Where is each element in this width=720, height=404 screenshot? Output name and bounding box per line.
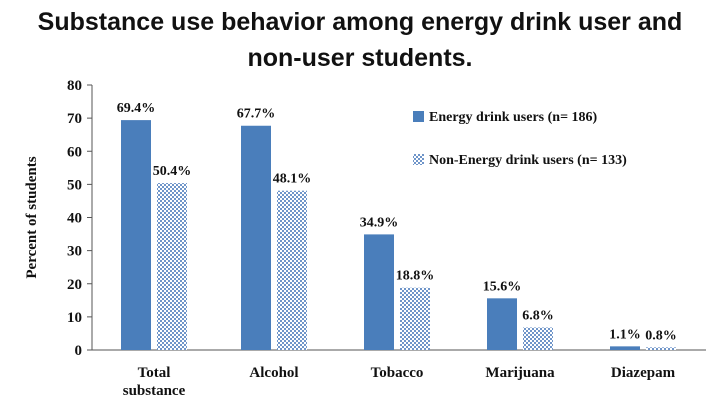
legend: Energy drink users (n= 186) Non-Energy dr… xyxy=(413,110,627,168)
data-label: 1.1% xyxy=(609,327,641,342)
bar-non-users xyxy=(157,183,187,350)
chart-title-line-2: non-user students. xyxy=(247,44,473,72)
legend-label: Energy drink users (n= 186) xyxy=(429,110,598,125)
bar-non-users xyxy=(277,190,307,350)
x-tick-label: substance xyxy=(123,383,186,399)
bar-users xyxy=(610,346,640,350)
data-label: 15.6% xyxy=(483,279,522,294)
bars: 69.4% 67.7% 34.9% 15.6% 1.1% 50.4% 48.1% 18.8% 6… xyxy=(117,101,677,351)
legend-swatch xyxy=(413,154,424,165)
x-tick-label: Marijuana xyxy=(485,365,555,381)
x-tick-label: Diazepam xyxy=(611,365,676,381)
legend-swatch xyxy=(413,111,424,122)
data-label: 0.8% xyxy=(645,328,677,343)
x-tick-label: Alcohol xyxy=(249,365,298,381)
bar-users xyxy=(364,234,394,350)
y-tick-label: 60 xyxy=(67,144,82,160)
bar-users xyxy=(121,120,151,350)
chart-title-line-1: Substance use behavior among energy drin… xyxy=(37,8,683,36)
data-label: 69.4% xyxy=(117,101,156,116)
y-tick-label: 30 xyxy=(67,244,82,260)
legend-label: Non-Energy drink users (n= 133) xyxy=(429,153,627,168)
y-tick-label: 80 xyxy=(67,78,82,94)
data-label: 67.7% xyxy=(237,107,276,122)
y-tick-label: 40 xyxy=(67,211,82,227)
x-tick-label: Tobacco xyxy=(371,365,424,381)
x-tick-label: Total xyxy=(138,365,171,381)
bar-users xyxy=(487,298,517,350)
bar-non-users xyxy=(523,327,553,350)
data-label: 18.8% xyxy=(396,269,435,284)
y-axis-title: Percent of students xyxy=(24,156,40,278)
bar-non-users xyxy=(400,287,430,350)
data-label: 34.9% xyxy=(360,215,399,230)
y-tick-label: 0 xyxy=(75,343,83,359)
data-label: 50.4% xyxy=(153,164,192,179)
y-tick-label: 20 xyxy=(67,277,82,293)
data-label: 48.1% xyxy=(273,172,312,187)
y-tick-label: 50 xyxy=(67,177,82,193)
bar-non-users xyxy=(646,347,676,350)
chart-title: Substance use behavior among energy drin… xyxy=(0,4,720,76)
axes: 0 10 20 30 40 50 60 70 80 Percent of students Tota… xyxy=(24,78,706,399)
data-label: 6.8% xyxy=(522,308,554,323)
bar-users xyxy=(241,125,271,351)
y-tick-label: 10 xyxy=(67,310,82,326)
y-tick-label: 70 xyxy=(67,111,82,127)
